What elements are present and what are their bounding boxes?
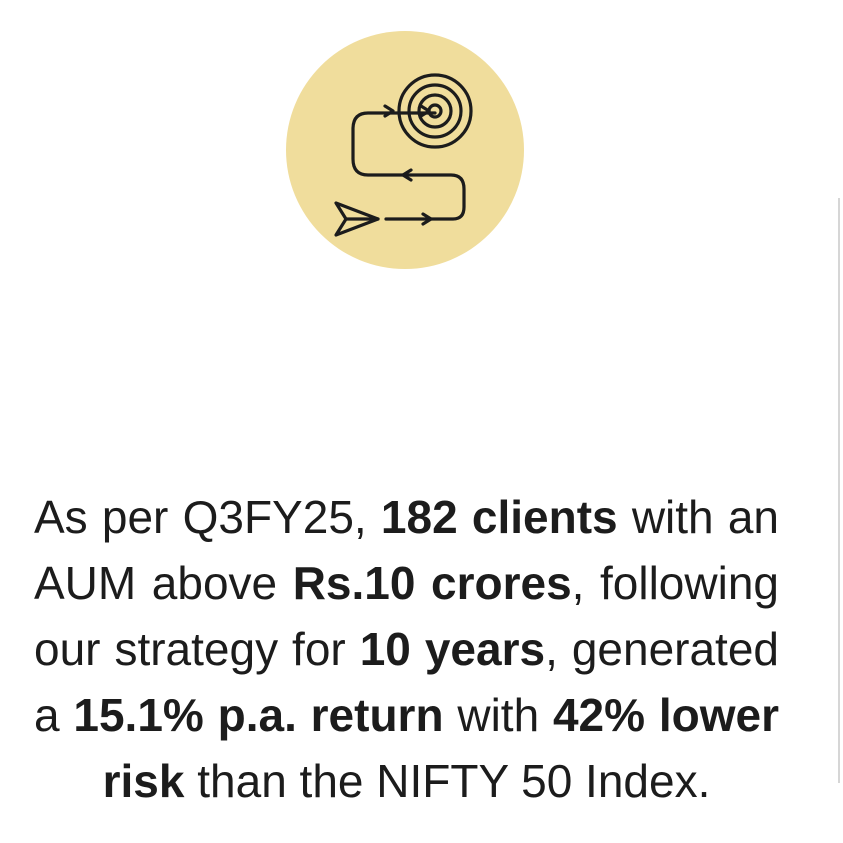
statement-text: As per Q3FY25,: [34, 491, 381, 543]
statement-text: than the NIFTY 50 Index.: [184, 755, 711, 807]
performance-statement: As per Q3FY25, 182 clients with an AUM a…: [34, 484, 779, 814]
statement-highlight: 42% lower risk: [102, 689, 779, 807]
statement-text: , generated a: [34, 623, 780, 741]
vertical-divider: [838, 198, 840, 783]
statement-highlight: 15.1% p.a. return: [73, 689, 444, 741]
target-journey-icon: [334, 73, 473, 237]
statement-text: , following our strategy for: [34, 557, 779, 675]
statement-text: with an AUM above: [34, 491, 780, 609]
statement-highlight: Rs.10 crores: [292, 557, 572, 609]
statement-highlight: 10 years: [359, 623, 546, 675]
statement-highlight: 182 clients: [380, 491, 618, 543]
statement-text: with: [443, 689, 553, 741]
icon-badge: [286, 31, 524, 269]
